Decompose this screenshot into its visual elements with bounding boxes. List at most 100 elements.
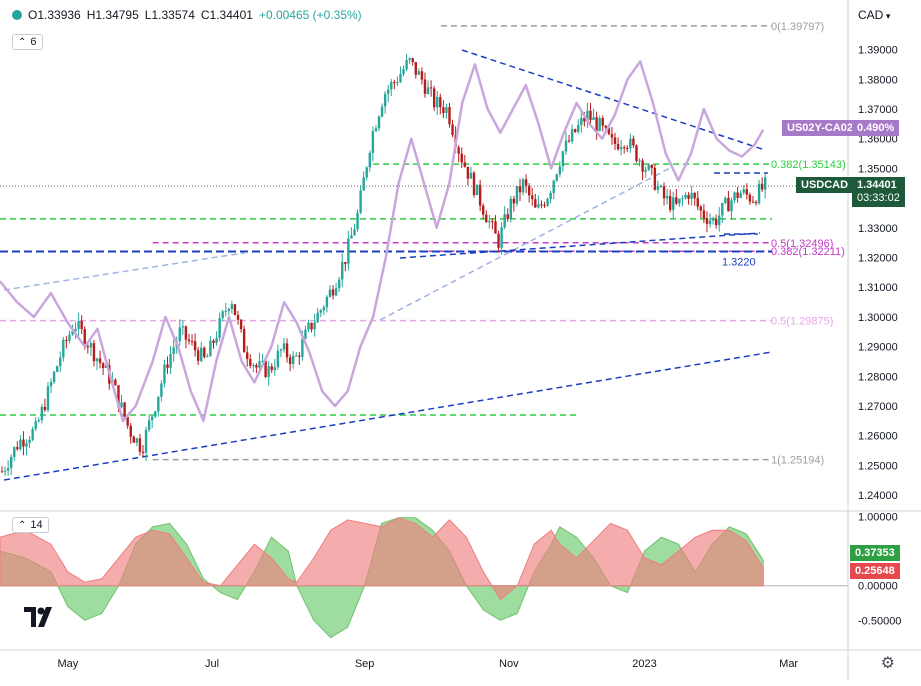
candle-body <box>448 107 451 125</box>
candle-body <box>638 160 641 162</box>
candle-body <box>25 443 28 447</box>
candle-body <box>80 320 83 330</box>
candle-body <box>13 447 16 457</box>
legend-visibility-icon[interactable] <box>12 10 22 20</box>
candle-body <box>469 172 473 179</box>
candle-body <box>150 416 154 421</box>
candle-body <box>751 201 755 203</box>
overlay-symbol-tag: US02Y-CA02Y <box>782 120 866 136</box>
fib-level-label: 0.5(1.29875) <box>771 316 833 328</box>
candle-body <box>291 355 295 365</box>
candle-body <box>736 192 739 198</box>
currency-label[interactable]: CAD ▾ <box>858 8 891 22</box>
candle-body <box>221 311 224 318</box>
candle-body <box>684 194 687 199</box>
candle-body <box>754 201 758 204</box>
candle-body <box>616 143 620 150</box>
candle-body <box>534 199 537 208</box>
candle-body <box>457 147 460 154</box>
candle-body <box>319 310 322 313</box>
candle-body <box>607 127 611 135</box>
price-tick-label: 1.28000 <box>858 371 898 383</box>
candle-body <box>653 167 657 190</box>
candle-body <box>209 340 212 357</box>
candle-body <box>580 117 583 125</box>
candle-body <box>515 185 519 204</box>
price-tick-label: 1.29000 <box>858 342 898 354</box>
candle-body <box>748 194 752 202</box>
candle-body <box>601 118 604 126</box>
candle-body <box>619 147 623 150</box>
candle-body <box>733 192 736 201</box>
candle-body <box>218 317 221 338</box>
candle-body <box>531 195 534 200</box>
collapse-chevron-icon: ⌃ <box>18 36 27 48</box>
candle-body <box>322 307 326 311</box>
settings-gear-icon[interactable]: ⚙ <box>880 655 895 672</box>
candle-body <box>31 429 34 440</box>
candle-body <box>632 138 635 146</box>
candle-body <box>282 343 286 350</box>
candle-body <box>724 197 727 203</box>
candle-body <box>386 89 390 94</box>
candle-body <box>258 361 261 368</box>
candle-body <box>298 355 301 357</box>
candle-body <box>169 353 172 368</box>
correlation-tick-label: -0.50000 <box>858 615 901 627</box>
candle-body <box>595 117 598 131</box>
candle-body <box>310 322 313 330</box>
candle-body <box>478 184 482 206</box>
candle-body <box>475 184 479 196</box>
candle-body <box>190 341 194 343</box>
candle-body <box>739 192 742 198</box>
candle-body <box>196 350 200 361</box>
correlation-tick-label: 1.00000 <box>858 511 898 523</box>
indicator-period: 14 <box>30 519 43 531</box>
candle-body <box>178 327 181 342</box>
candle-body <box>757 183 761 204</box>
interval-badge[interactable]: ⌃ 6 <box>12 34 43 50</box>
indicator-badge[interactable]: ⌃ 14 <box>12 517 49 533</box>
candle-body <box>390 82 393 90</box>
candle-body <box>154 411 157 417</box>
candle-body <box>399 74 402 83</box>
last-symbol-tag: USDCAD <box>796 177 854 193</box>
countdown-value: 03:33:02 <box>857 192 900 204</box>
candle-body <box>285 343 289 358</box>
candle-body <box>215 337 218 343</box>
candle-body <box>417 71 421 75</box>
candle-body <box>160 383 163 397</box>
candle-body <box>466 166 470 179</box>
candle-body <box>650 164 653 168</box>
high-value: 1.34795 <box>95 8 139 22</box>
candle-body <box>117 385 120 408</box>
high-label: H <box>86 8 96 22</box>
correlation-value-negative: 0.25648 <box>850 563 900 579</box>
candle-body <box>718 215 721 226</box>
ohlc-legend: O1.33936 H1.34795 L1.33574 C1.34401 +0.0… <box>12 8 362 22</box>
correlation-layer <box>0 517 848 639</box>
candle-body <box>445 107 448 114</box>
candle-body <box>675 197 678 204</box>
candle-body <box>460 153 463 163</box>
candle-body <box>727 197 730 212</box>
price-tick-label: 1.24000 <box>858 490 898 502</box>
fib-level-label: 1(1.25194) <box>771 455 824 467</box>
candle-body <box>288 357 292 365</box>
price-tick-label: 1.25000 <box>858 460 898 472</box>
candle-body <box>365 167 368 178</box>
candle-body <box>598 118 601 131</box>
candle-body <box>6 468 10 471</box>
candle-body <box>172 347 175 354</box>
candle-body <box>656 186 660 190</box>
candle-body <box>411 58 414 63</box>
candle-body <box>702 210 706 219</box>
candle-body <box>626 148 629 150</box>
candle-body <box>252 365 255 367</box>
candle-body <box>187 339 191 342</box>
candle-body <box>356 212 359 230</box>
fib-level-label: 0.382(1.35143) <box>771 159 846 171</box>
candle-body <box>43 406 47 410</box>
candle-body <box>610 134 614 138</box>
